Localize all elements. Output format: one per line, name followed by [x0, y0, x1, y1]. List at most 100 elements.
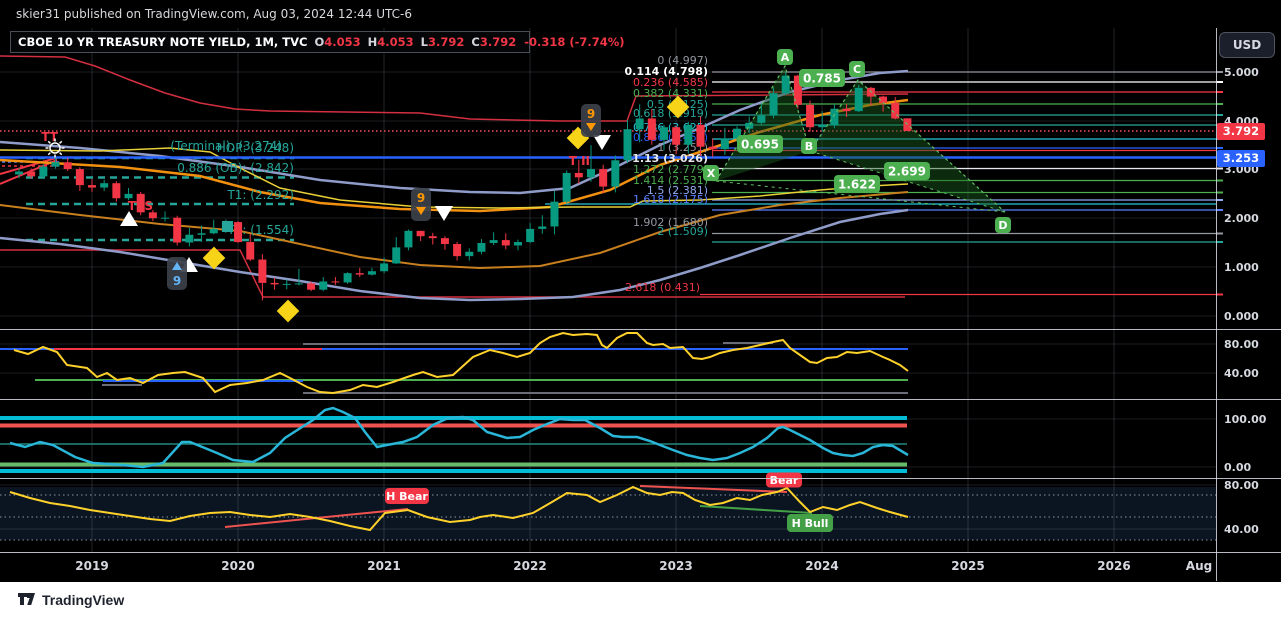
pattern-ratio-badge-0.695: 0.695	[741, 137, 779, 151]
candle-body	[891, 102, 900, 119]
target-label: T2: (1.554)	[226, 223, 294, 237]
pattern-point-badge-C: C	[853, 63, 861, 76]
divergence-badge-h-bull: H Bull	[792, 517, 829, 530]
td9-badge-bg	[411, 188, 431, 221]
candle-body	[428, 236, 437, 239]
candle-body	[879, 96, 888, 103]
white-down-triangle-marker	[593, 135, 611, 150]
td9-badge-bg	[581, 104, 601, 137]
annotation-text: TT	[41, 130, 58, 144]
candle-body	[903, 118, 912, 132]
price-badge-3.792: 3.792	[1217, 122, 1265, 140]
symbol-legend[interactable]: CBOE 10 YR TREASURY NOTE YIELD, 1M, TVC …	[10, 31, 625, 53]
candle-body	[720, 138, 729, 150]
candle-body	[100, 183, 109, 188]
candle-body	[660, 127, 669, 140]
candle-body	[173, 217, 182, 243]
price-tick-label: 5.000	[1224, 66, 1259, 79]
pattern-point-badge-X: X	[707, 167, 716, 180]
candle-body	[623, 129, 632, 161]
high-value: 4.053	[377, 35, 414, 49]
candle-body	[562, 172, 571, 202]
pattern-point-badge-A: A	[781, 51, 790, 64]
candle-body	[88, 185, 97, 188]
candle-body	[684, 124, 693, 145]
candle-body	[392, 247, 401, 264]
price-tick-label: 1.000	[1224, 261, 1259, 274]
td9-up-arrow-icon	[172, 262, 182, 270]
fib-label-1.414: 1.414 (2.531)	[633, 174, 708, 187]
candle-body	[246, 242, 255, 260]
time-axis-label: 2021	[367, 559, 400, 573]
open-label: O	[314, 35, 325, 49]
candle-body	[380, 263, 389, 272]
candle-body	[197, 233, 206, 235]
candle-body	[355, 273, 364, 275]
price-scale[interactable]	[1217, 28, 1281, 581]
diamond-marker	[666, 95, 690, 119]
footer-bar: TradingView	[0, 582, 1281, 617]
candle-body	[136, 193, 145, 213]
stoch-series-line	[9, 406, 909, 469]
candle-body	[112, 183, 121, 199]
candle-body	[75, 169, 84, 186]
candle-body	[745, 122, 754, 129]
pattern-point-badge-D-bg	[995, 217, 1011, 233]
time-axis-label: 2025	[951, 559, 984, 573]
candle-body	[842, 108, 851, 112]
candle-body	[161, 217, 170, 219]
close-label: C	[471, 35, 480, 49]
td9-count-label: 9	[587, 107, 595, 121]
candle-body	[148, 212, 157, 219]
sun-icon-ray	[47, 152, 51, 156]
candle-body	[733, 128, 742, 139]
candle-body	[672, 127, 681, 145]
fib-label-1.13: 1.13 (3.026)	[632, 152, 708, 165]
divergence-badge-bear-bg	[766, 472, 802, 488]
sun-icon	[49, 142, 61, 154]
td9-down-arrow-icon	[586, 123, 596, 131]
pattern-ratio-badge-2.699-bg	[884, 162, 930, 180]
candle-body	[574, 172, 583, 178]
pattern-point-badge-B: B	[805, 140, 813, 153]
white-down-triangle-marker	[435, 206, 453, 221]
time-axis-label: 2023	[659, 559, 692, 573]
pattern-ratio-badge-0.785: 0.785	[803, 71, 841, 85]
candle-body	[294, 283, 303, 285]
candle-body	[124, 193, 133, 199]
high-label: H	[367, 35, 378, 49]
fib-label-0.236: 0.236 (4.585)	[633, 76, 708, 89]
candle-body	[319, 281, 328, 290]
candle-body	[489, 240, 498, 244]
tradingview-brand[interactable]: TradingView	[42, 591, 125, 608]
time-axis[interactable]	[0, 553, 1216, 581]
candle-body	[635, 118, 644, 130]
annotation-text: T II	[569, 154, 590, 168]
candle-body	[599, 169, 608, 187]
td9-count-label: 9	[173, 274, 181, 288]
candle-body	[51, 162, 60, 167]
fib-label-1.618: 1.618 (2.175)	[633, 193, 708, 206]
candle-body	[331, 281, 340, 283]
candle-body	[538, 226, 547, 229]
pattern-point-badge-X-bg	[703, 165, 719, 181]
td9-count-label: 9	[417, 191, 425, 205]
sun-icon-ray	[47, 140, 51, 144]
currency-button[interactable]: USD	[1219, 32, 1275, 58]
pattern-point-badge-A-bg	[777, 49, 793, 65]
change-value: -0.318 (-7.74%)	[524, 35, 625, 49]
pattern-point-badge-D: D	[998, 219, 1007, 232]
fib-label-0.382: 0.382 (4.331)	[633, 87, 708, 100]
sun-icon-ray	[59, 140, 63, 144]
fib-label-1.902: 1.902 (1.680)	[633, 216, 708, 229]
target-label: HOP: (3.248)	[217, 141, 294, 155]
candle-body	[757, 115, 766, 123]
target-label: (Terminal): (3.274)	[170, 139, 282, 153]
fib-label-2.618: 2.618 (0.431)	[625, 281, 700, 294]
tradingview-logo-icon[interactable]	[18, 592, 36, 607]
candle-body	[453, 243, 462, 257]
candle-body	[404, 230, 413, 248]
publish-header: skier31 published on TradingView.com, Au…	[0, 0, 1281, 28]
symbol-title[interactable]: CBOE 10 YR TREASURY NOTE YIELD, 1M, TVC	[18, 35, 308, 49]
